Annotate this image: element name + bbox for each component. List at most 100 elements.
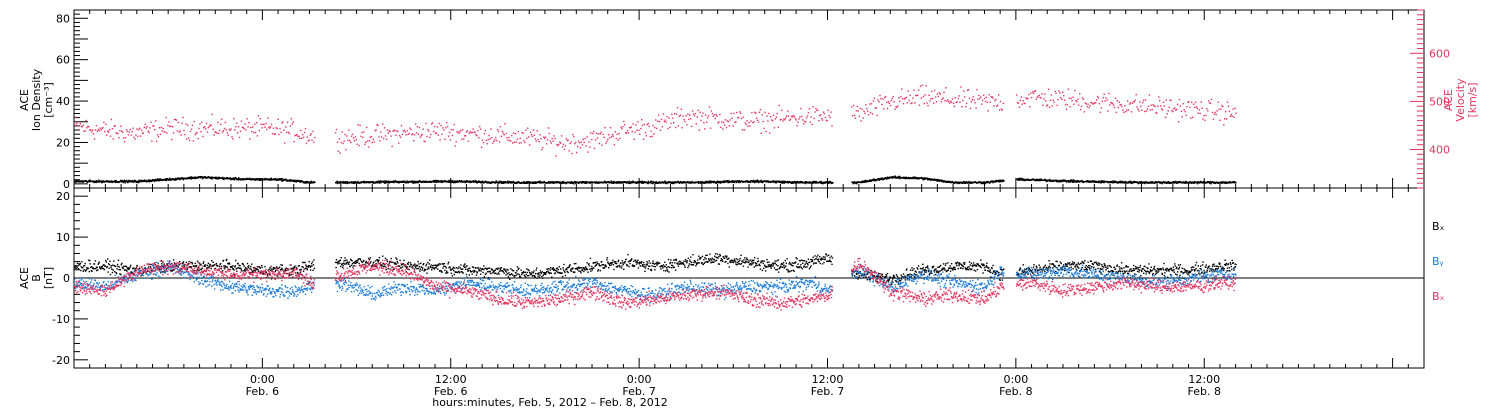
bx-point [188,261,190,263]
velocity-point [906,102,908,104]
velocity-point [366,126,368,129]
density-point [1191,182,1193,184]
velocity-point [812,106,814,108]
bx-point [272,266,275,269]
density-point [225,177,228,179]
density-point [114,180,116,182]
velocity-point [342,142,344,145]
velocity-point [1138,110,1140,112]
velocity-point [1043,98,1045,100]
density-point [248,178,250,180]
velocity-point [800,107,802,110]
bx-point [278,271,280,273]
bx-point [213,264,215,266]
velocity-point [712,115,714,117]
velocity-point [74,124,76,126]
velocity-point [1209,102,1212,105]
velocity-point [627,132,630,134]
velocity-point [1133,101,1135,103]
velocity-point [265,122,267,125]
density-point [754,181,756,184]
velocity-point [236,132,239,134]
velocity-point [623,120,625,123]
density-point [778,181,781,184]
velocity-point [953,105,956,108]
bx-point [106,265,108,268]
velocity-point [517,130,519,133]
bx-point [220,268,222,270]
density-point [474,181,477,183]
velocity-point [232,138,234,140]
density-point [549,182,551,184]
data-layer [74,84,1237,311]
bx-point [295,275,297,277]
bx-point [79,262,82,264]
velocity-point [1049,99,1052,101]
velocity-point [912,97,914,99]
velocity-point [203,126,205,129]
density-point [172,178,175,180]
density-point [154,180,156,183]
velocity-point [1116,100,1118,102]
velocity-point [1168,106,1170,109]
velocity-point [881,103,883,106]
density-point [473,180,475,182]
velocity-point [501,130,503,133]
velocity-point [581,144,584,146]
velocity-point [98,129,100,132]
density-point [963,180,965,183]
velocity-point [292,121,294,123]
velocity-point [726,120,729,122]
density-point [259,178,261,180]
velocity-point [229,129,231,132]
bx-point [198,269,200,272]
density-point [342,182,344,184]
velocity-point [430,133,432,136]
velocity-point [674,126,677,129]
velocity-point [403,129,406,131]
velocity-point [573,136,575,138]
density-point [1222,181,1224,183]
density-point [772,180,774,182]
velocity-point [129,128,131,131]
density-point [1193,182,1195,184]
density-point [812,180,814,183]
bx-point [92,268,95,270]
velocity-point [621,128,623,130]
velocity-point [1220,108,1222,110]
x-tick-label-time: 12:00 [435,373,467,386]
velocity-point [877,99,879,101]
density-point [1076,180,1079,182]
density-point [1174,180,1176,183]
bx-point [203,265,205,267]
density-point [1081,179,1083,182]
bx-point [128,268,130,270]
velocity-point [560,142,562,144]
velocity-point [1171,109,1173,112]
velocity-point [137,135,139,138]
bx-point [269,267,271,269]
density-point [862,181,865,183]
velocity-point [205,122,208,125]
velocity-point [422,128,424,130]
density-point [708,182,710,184]
velocity-point [481,139,484,141]
velocity-point [487,138,489,141]
velocity-point [245,129,247,131]
density-point [128,180,131,182]
velocity-point [489,138,491,140]
density-point [999,181,1001,183]
panel2-left-label-line3: [nT] [42,267,55,289]
velocity-point [1170,99,1172,102]
bx-point [279,269,282,271]
density-point [852,181,854,184]
density-point [338,182,340,184]
velocity-point [1121,105,1123,108]
density-point [539,180,541,182]
velocity-point [251,130,253,133]
bx-point [300,268,302,271]
density-point [1220,182,1223,185]
bx-point [171,270,173,272]
velocity-point [434,132,437,134]
